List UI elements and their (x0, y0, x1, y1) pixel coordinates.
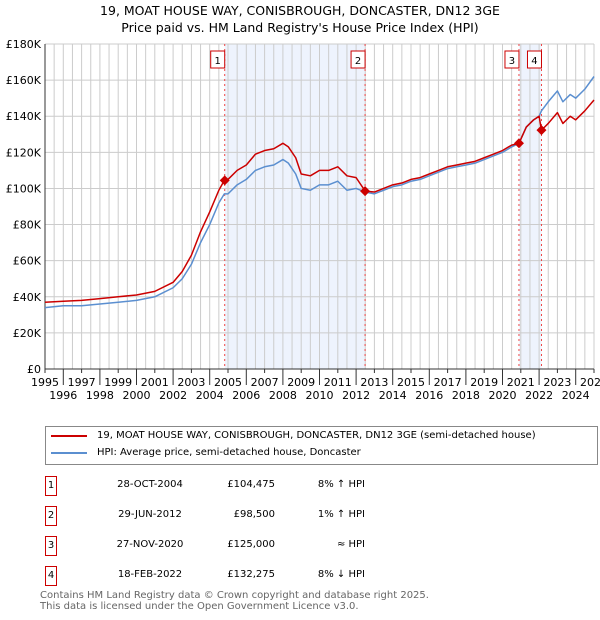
sale-row: 2 29-JUN-2012 £98,500 1% ↑ HPI (45, 506, 445, 526)
legend-swatch-property (51, 434, 87, 437)
sale-label-box (210, 50, 226, 69)
legend-property: 19, MOAT HOUSE WAY, CONISBROUGH, DONCAST… (97, 430, 536, 441)
sale-marker-label: 2 (45, 506, 57, 526)
x-tick-label: 2023 (543, 376, 571, 389)
sale-date: 28-OCT-2004 (117, 479, 183, 490)
sale-label-box (350, 50, 366, 69)
x-tick-label: 2014 (379, 389, 407, 402)
x-tick-label: 2007 (251, 376, 279, 389)
sale-label-box (504, 50, 520, 69)
x-tick-label: 1999 (104, 376, 132, 389)
sale-date: 27-NOV-2020 (116, 539, 184, 550)
x-tick-label: 2011 (324, 376, 352, 389)
x-tick-label: 2015 (397, 376, 425, 389)
sale-label-box (526, 50, 542, 69)
sale-marker-label: 4 (45, 566, 57, 586)
sale-price: £132,275 (227, 569, 275, 580)
sale-point (360, 186, 371, 197)
y-tick-label: £140K (6, 110, 42, 123)
x-tick-label: 2025 (580, 376, 600, 389)
sale-row: 1 28-OCT-2004 £104,475 8% ↑ HPI (45, 476, 445, 496)
sale-date: 18-FEB-2022 (117, 569, 183, 580)
y-tick-label: £120K (6, 146, 42, 159)
x-tick-label: 2006 (232, 389, 260, 402)
y-tick-label: £100K (6, 182, 42, 195)
x-tick-label: 1996 (49, 389, 77, 402)
x-tick-label: 2018 (452, 389, 480, 402)
sale-hpi: ≈ HPI (336, 539, 365, 550)
x-tick-label: 1995 (31, 376, 59, 389)
x-tick-label: 2000 (123, 389, 151, 402)
x-tick-label: 2008 (269, 389, 297, 402)
sale-date: 29-JUN-2012 (118, 509, 182, 520)
sale-point (536, 125, 547, 136)
x-tick-label: 2013 (360, 376, 388, 389)
sale-label: 3 (509, 56, 515, 67)
sale-label: 2 (355, 56, 361, 67)
sale-point (513, 138, 524, 149)
x-tick-label: 2024 (562, 389, 590, 402)
chart-subtitle: Price paid vs. HM Land Registry's House … (121, 20, 479, 35)
sale-point (219, 175, 230, 186)
x-tick-label: 2004 (196, 389, 224, 402)
legend-swatch-hpi (51, 451, 87, 454)
x-tick-label: 2012 (342, 389, 370, 402)
x-tick-label: 2010 (306, 389, 334, 402)
sale-marker-label: 3 (45, 536, 57, 556)
sale-hpi: 8% ↑ HPI (317, 479, 365, 490)
x-tick-label: 2022 (525, 389, 553, 402)
sale-label: 4 (531, 56, 537, 67)
x-tick-label: 2019 (470, 376, 498, 389)
sale-row: 4 18-FEB-2022 £132,275 8% ↓ HPI (45, 566, 445, 586)
x-tick-label: 1998 (86, 389, 114, 402)
x-tick-label: 2003 (177, 376, 205, 389)
sale-hpi: 8% ↓ HPI (317, 569, 365, 580)
sale-hpi: 1% ↑ HPI (317, 509, 365, 520)
x-tick-label: 2016 (415, 389, 443, 402)
x-tick-label: 2020 (489, 389, 517, 402)
sale-price: £125,000 (227, 539, 275, 550)
y-tick-label: £80K (13, 219, 42, 232)
y-tick-label: £180K (6, 38, 42, 51)
x-tick-label: 2021 (507, 376, 535, 389)
x-tick-label: 1997 (68, 376, 96, 389)
footer-licence: This data is licensed under the Open Gov… (40, 601, 359, 612)
x-tick-label: 2009 (287, 376, 315, 389)
sale-label: 1 (215, 56, 221, 67)
sale-price: £104,475 (227, 479, 275, 490)
legend: 19, MOAT HOUSE WAY, CONISBROUGH, DONCAST… (45, 426, 598, 465)
x-tick-label: 2005 (214, 376, 242, 389)
price-chart: £0 £20K £40K £60K £80K £100K £120K £140K £160K £1… (6, 38, 600, 402)
legend-hpi: HPI: Average price, semi-detached house,… (97, 447, 361, 458)
x-tick-label: 2017 (434, 376, 462, 389)
y-tick-label: £20K (13, 327, 42, 340)
x-tick-label: 2001 (141, 376, 169, 389)
sale-row: 3 27-NOV-2020 £125,000 ≈ HPI (45, 536, 445, 556)
footer-copyright: Contains HM Land Registry data © Crown c… (40, 590, 429, 601)
chart-title: 19, MOAT HOUSE WAY, CONISBROUGH, DONCAST… (100, 3, 500, 18)
y-tick-label: £160K (6, 74, 42, 87)
sale-price: £98,500 (233, 509, 275, 520)
y-tick-label: £60K (13, 255, 42, 268)
shaded-period (224, 44, 366, 369)
x-tick-label: 2002 (159, 389, 187, 402)
property-line (44, 99, 595, 303)
y-tick-label: £40K (13, 291, 42, 304)
y-tick-label: £0 (27, 363, 41, 376)
sale-marker-label: 1 (45, 476, 57, 496)
